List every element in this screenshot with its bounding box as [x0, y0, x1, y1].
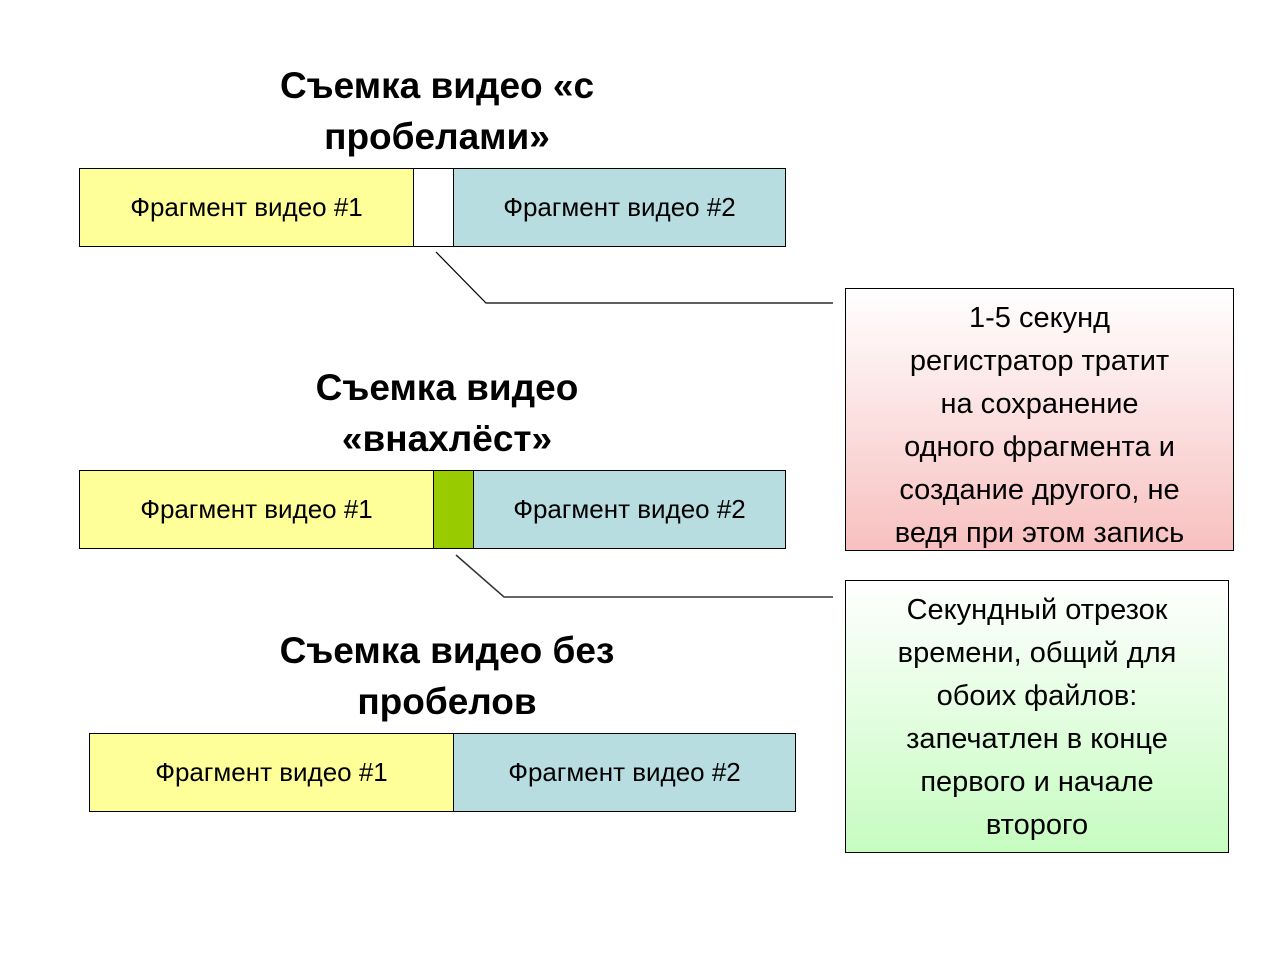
title-line: пробелами» [324, 116, 550, 157]
note-gap: 1-5 секунд регистратор тратит на сохране… [845, 288, 1234, 551]
note-line: 1-5 секунд [968, 302, 1111, 334]
note-line: первого и начале [920, 766, 1154, 798]
fragment-1: Фрагмент видео #1 [80, 471, 433, 548]
note-line: обоих файлов: [936, 680, 1138, 712]
timeline-seamless: Фрагмент видео #1 Фрагмент видео #2 [89, 733, 796, 812]
note-line: создание другого, не [899, 474, 1180, 506]
note-line: на сохранение [940, 388, 1139, 420]
note-line: регистратор тратит [909, 345, 1170, 377]
callout-line-gap [435, 251, 833, 304]
fragment-1: Фрагмент видео #1 [80, 169, 413, 246]
callout-line-overlap [455, 554, 833, 598]
fragment-2: Фрагмент видео #2 [474, 471, 785, 548]
overlap-segment [433, 471, 474, 548]
title-line: Съемка видео «с [279, 65, 595, 106]
timeline-gaps: Фрагмент видео #1 Фрагмент видео #2 [79, 168, 786, 247]
note-line: времени, общий для [897, 637, 1177, 669]
fragment-2: Фрагмент видео #2 [454, 169, 785, 246]
title-line: Съемка видео без [279, 630, 615, 671]
section-title-seamless: Съемка видео без пробелов [197, 625, 697, 727]
note-line: запечатлен в конце [906, 723, 1168, 755]
fragment-1: Фрагмент видео #1 [90, 734, 453, 811]
section-title-gaps: Съемка видео «с пробелами» [187, 60, 687, 162]
fragment-2: Фрагмент видео #2 [453, 734, 795, 811]
title-line: пробелов [357, 681, 537, 722]
note-line: второго [985, 809, 1089, 841]
note-line: Секундный отрезок [906, 594, 1168, 626]
note-line: ведя при этом запись [894, 517, 1185, 549]
gap-segment [413, 169, 454, 246]
note-line: одного фрагмента и [904, 431, 1175, 463]
section-title-overlap: Съемка видео «внахлёст» [197, 362, 697, 464]
note-overlap: Секундный отрезок времени, общий для обо… [845, 580, 1229, 853]
timeline-overlap: Фрагмент видео #1 Фрагмент видео #2 [79, 470, 786, 549]
title-line: «внахлёст» [341, 418, 553, 459]
title-line: Съемка видео [315, 367, 579, 408]
